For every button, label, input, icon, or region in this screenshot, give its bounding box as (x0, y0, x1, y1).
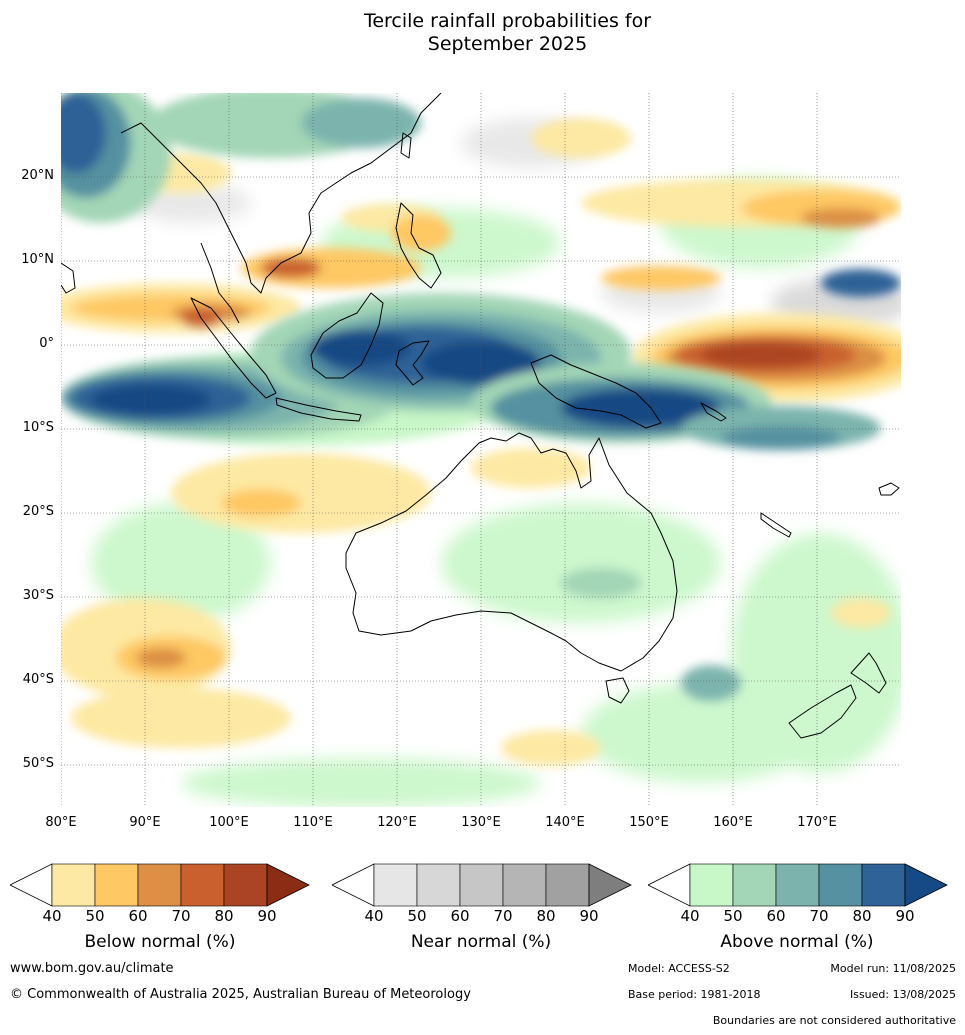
footer-boundaries-note: Boundaries are not considered authoritat… (712, 1014, 956, 1027)
lon-label-170e: 170°E (797, 815, 837, 830)
cb-near-swatch-4 (545, 863, 590, 907)
cb-above-swatch-5 (904, 863, 948, 907)
cb-above-tick: 80 (852, 907, 872, 925)
cb-below-tick: 70 (171, 907, 191, 925)
lon-label-150e: 150°E (629, 815, 669, 830)
cb-above-swatch-3 (818, 863, 863, 907)
cb-above-tick: 60 (766, 907, 786, 925)
cb-below-swatch-5 (266, 863, 310, 907)
cb-above-swatch-4 (861, 863, 906, 907)
cb-near-swatch-5 (588, 863, 632, 907)
cb-near-swatch-3 (502, 863, 547, 907)
colorbar-label-above: Above normal (%) (720, 932, 874, 952)
cb-near-tick: 60 (450, 907, 470, 925)
title-line-2: September 2025 (427, 33, 588, 55)
lat-label-equator: 0° (39, 336, 54, 351)
lat-label-10s: 10°S (22, 420, 54, 435)
cb-below-swatch-3 (180, 863, 225, 907)
lat-label-20n: 20°N (21, 168, 54, 183)
australia-outline (345, 432, 678, 672)
lon-label-110e: 110°E (293, 815, 333, 830)
sumatra-outline (190, 297, 277, 399)
lat-label-20s: 20°S (22, 504, 54, 519)
cb-above-tick: 50 (723, 907, 743, 925)
new-caledonia-outline (760, 512, 792, 538)
cb-near-tick: 90 (579, 907, 599, 925)
cb-above-swatch-1 (732, 863, 777, 907)
footer-copyright: © Commonwealth of Australia 2025, Austra… (10, 987, 471, 1002)
cb-above-tick: 70 (809, 907, 829, 925)
cb-near-tick: 50 (407, 907, 427, 925)
cb-below-tick: 40 (42, 907, 62, 925)
cb-above-tick: 40 (680, 907, 700, 925)
map-title: Tercile rainfall probabilities for Septe… (0, 10, 965, 56)
lon-label-90e: 90°E (129, 815, 161, 830)
colorbar-near-normal (332, 863, 632, 907)
cb-near-swatch-2 (459, 863, 504, 907)
lon-label-140e: 140°E (545, 815, 585, 830)
taiwan-outline (400, 132, 412, 159)
philippines-outline (395, 202, 442, 289)
cb-below-tick: 50 (85, 907, 105, 925)
lat-label-10n: 10°N (21, 252, 54, 267)
colorbar-label-near: Near normal (%) (410, 932, 552, 952)
borneo-outline (310, 292, 384, 379)
new-guinea-outline (530, 354, 662, 429)
lat-label-40s: 40°S (22, 672, 54, 687)
solomon-islands-outline (700, 402, 727, 422)
cb-near-tick: 80 (536, 907, 556, 925)
forecast-map (61, 93, 901, 807)
mainland-asia-outline (120, 93, 442, 294)
cb-above-swatch-2 (775, 863, 820, 907)
cb-below-tick: 80 (214, 907, 234, 925)
lon-label-80e: 80°E (45, 815, 77, 830)
colorbar-label-below: Below normal (%) (84, 932, 236, 952)
colorbar-above-normal (648, 863, 948, 907)
lon-label-130e: 130°E (461, 815, 501, 830)
cb-near-tick: 70 (493, 907, 513, 925)
malay-peninsula-outline (200, 242, 240, 324)
cb-below-swatch-0 (51, 863, 96, 907)
new-zealand-north-outline (850, 652, 887, 694)
lon-label-120e: 120°E (377, 815, 417, 830)
cb-near-tick: 40 (364, 907, 384, 925)
lat-label-50s: 50°S (22, 756, 54, 771)
cb-near-swatch-0 (373, 863, 418, 907)
cb-above-swatch-0 (689, 863, 734, 907)
map-canvas (61, 93, 901, 807)
sri-lanka-outline (61, 262, 76, 294)
title-line-1: Tercile rainfall probabilities for (363, 10, 652, 32)
footer-issued: Issued: 13/08/2025 (849, 988, 956, 1001)
cb-below-tick: 90 (257, 907, 277, 925)
cb-near-swatch-1 (416, 863, 461, 907)
footer-model-run: Model run: 11/08/2025 (830, 962, 956, 975)
cb-above-tick: 90 (895, 907, 915, 925)
tasmania-outline (605, 677, 630, 704)
cb-below-swatch-2 (137, 863, 182, 907)
lon-label-160e: 160°E (713, 815, 753, 830)
cb-below-swatch-4 (223, 863, 268, 907)
vanuatu-fiji-outline (878, 482, 900, 496)
new-zealand-south-outline (788, 684, 857, 739)
cb-below-swatch-1 (94, 863, 139, 907)
lat-label-30s: 30°S (22, 588, 54, 603)
footer-url[interactable]: www.bom.gov.au/climate (10, 961, 174, 976)
java-outline (275, 397, 362, 422)
colorbar-below-normal (10, 863, 310, 907)
sulawesi-outline (395, 340, 430, 386)
footer-model: Model: ACCESS-S2 (628, 962, 730, 975)
cb-below-tick: 60 (128, 907, 148, 925)
footer-base-period: Base period: 1981-2018 (628, 988, 761, 1001)
lon-label-100e: 100°E (209, 815, 249, 830)
